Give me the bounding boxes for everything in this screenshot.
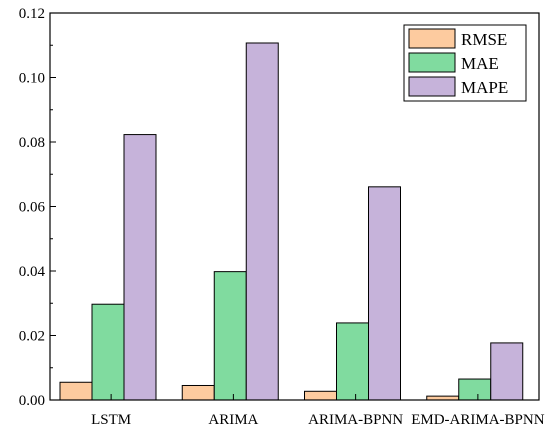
bar-mae-0: [91, 303, 125, 401]
legend-label-rmse: RMSE: [461, 30, 507, 49]
bar-rmse-1: [181, 384, 215, 401]
bar-rmse-2: [304, 390, 337, 401]
x-tick-label: LSTM: [91, 412, 131, 428]
y-tick-label: 0.06: [19, 200, 46, 216]
y-tick-label: 0.02: [19, 329, 45, 345]
x-tick-label: ARIMA: [208, 412, 258, 428]
legend-swatch-mae: [408, 52, 456, 73]
bar-mae-2: [336, 322, 369, 401]
y-tick-label: 0.04: [19, 264, 46, 280]
bar-rmse-0: [59, 381, 93, 401]
legend-label-mape: MAPE: [461, 78, 508, 97]
legend-label-mae: MAE: [461, 54, 499, 73]
bar-mae-3: [458, 378, 492, 401]
x-tick-label: EMD-ARIMA-BPNN: [411, 412, 545, 428]
bar-mape-1: [245, 42, 279, 401]
x-tick-label: ARIMA-BPNN: [308, 412, 403, 428]
y-tick-label: 0.12: [19, 6, 45, 22]
bar-mape-3: [490, 342, 524, 401]
legend: RMSE MAE MAPE: [403, 24, 527, 102]
bar-mape-2: [368, 186, 401, 401]
bar-mape-0: [123, 134, 157, 401]
y-tick-label: 0.00: [19, 393, 45, 409]
bar-mae-1: [213, 271, 247, 401]
legend-swatch-mape: [408, 76, 456, 97]
y-tick-label: 0.10: [19, 71, 45, 87]
legend-swatch-rmse: [408, 28, 456, 49]
y-tick-label: 0.08: [19, 135, 45, 151]
